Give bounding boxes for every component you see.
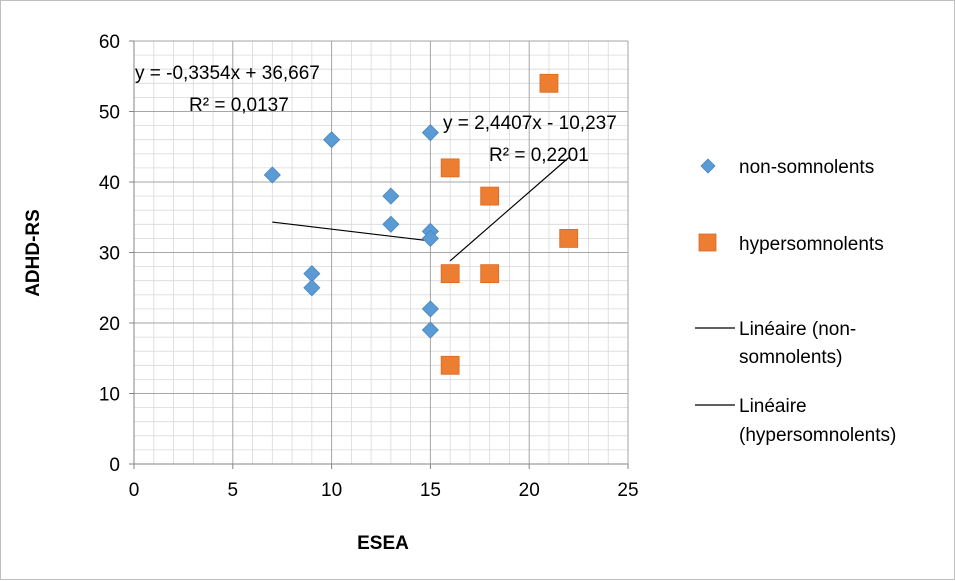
legend-label-trendline-1-line2: somnolents) (739, 347, 843, 368)
legend-square-marker (698, 233, 717, 252)
trendline-2 (449, 157, 570, 262)
major-gridlines (134, 40, 629, 464)
x-tick-label: 10 (321, 480, 342, 501)
point-hypersomnolents (480, 186, 500, 206)
point-hypersomnolents (539, 73, 559, 93)
legend-item-trendline-2: Linéaire (hypersomnolents) (695, 396, 896, 446)
point-non-somnolents (421, 229, 439, 247)
point-hypersomnolents (559, 228, 579, 248)
point-hypersomnolents (480, 264, 500, 284)
point-non-somnolents (323, 131, 341, 149)
y-tick-label: 20 (99, 314, 120, 335)
trendline-1-equation: y = -0,3354x + 36,667 (135, 63, 320, 84)
point-non-somnolents (303, 279, 321, 297)
point-non-somnolents (263, 166, 281, 184)
y-tick-label: 30 (99, 244, 120, 265)
trendline-2-r2: R² = 0,2201 (489, 145, 589, 166)
point-non-somnolents (382, 215, 400, 233)
legend-diamond-marker (700, 158, 716, 174)
legend-item-non-somnolents: non-somnolents (700, 157, 874, 178)
tick-labels: 0 5 10 15 20 25 0 10 20 30 40 50 60 (99, 32, 639, 501)
trendline-2-equation: y = 2,4407x - 10,237 (443, 113, 617, 134)
y-axis-title: ADHD-RS (23, 209, 44, 297)
y-tick-label: 10 (99, 385, 120, 406)
point-non-somnolents (421, 300, 439, 318)
point-non-somnolents (421, 321, 439, 339)
x-tick-label: 25 (617, 480, 638, 501)
x-tick-label: 0 (129, 480, 140, 501)
point-hypersomnolents (440, 264, 460, 284)
legend-item-hypersomnolents: hypersomnolents (698, 233, 884, 255)
point-non-somnolents (382, 187, 400, 205)
x-tick-label: 5 (228, 480, 239, 501)
trendlines (272, 157, 570, 262)
trendline-1-r2: R² = 0,0137 (189, 95, 289, 116)
legend-label-non-somnolents: non-somnolents (739, 157, 874, 178)
legend-label-trendline-2-line1: Linéaire (739, 396, 807, 417)
legend-label-hypersomnolents: hypersomnolents (739, 234, 884, 255)
x-tick-label: 15 (420, 480, 441, 501)
point-hypersomnolents (440, 355, 460, 375)
y-tick-label: 50 (99, 103, 120, 124)
data-points (263, 73, 579, 375)
y-tick-label: 0 (109, 455, 120, 476)
y-tick-label: 60 (99, 32, 120, 53)
legend: non-somnolents hypersomnolents Linéaire … (695, 157, 896, 446)
legend-label-trendline-1-line1: Linéaire (non- (739, 319, 856, 340)
x-tick-label: 20 (519, 480, 540, 501)
point-non-somnolents (421, 124, 439, 142)
trendline-1 (272, 221, 431, 242)
y-tick-label: 40 (99, 173, 120, 194)
point-hypersomnolents (440, 158, 460, 178)
axes (129, 40, 629, 469)
x-axis-title: ESEA (357, 533, 409, 554)
legend-label-trendline-2-line2: (hypersomnolents) (739, 425, 896, 446)
legend-item-trendline-1: Linéaire (non- somnolents) (695, 319, 856, 368)
